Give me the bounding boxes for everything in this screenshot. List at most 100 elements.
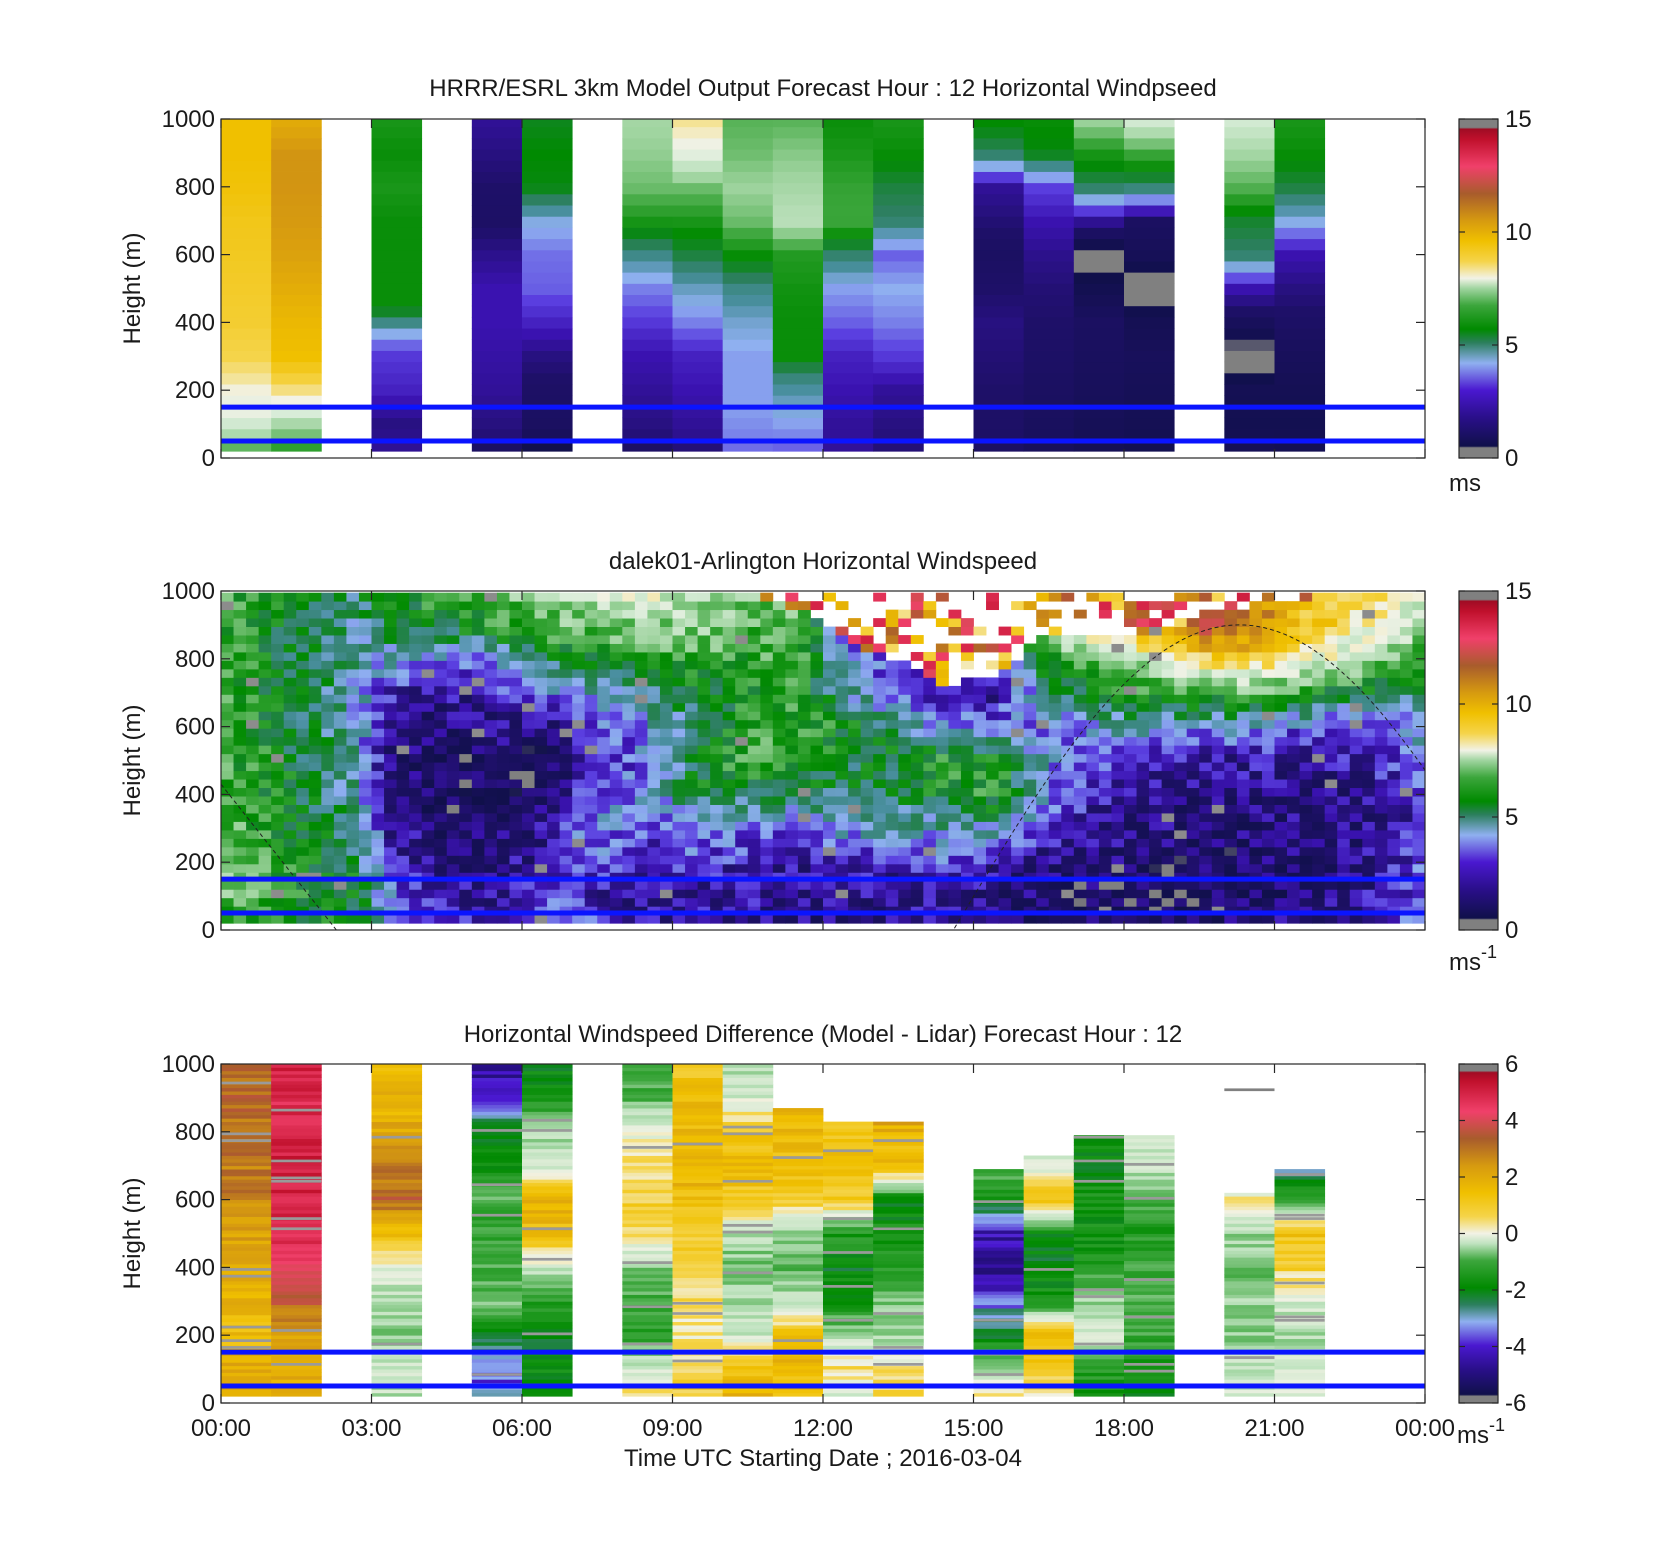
heatmap-cell (785, 609, 799, 619)
heatmap-cell (672, 609, 686, 619)
heatmap-cell (622, 249, 673, 262)
heatmap-cell (910, 813, 924, 822)
heatmap-cell (1324, 787, 1338, 797)
heatmap-cell (221, 440, 272, 452)
heatmap-cell (1149, 880, 1163, 890)
heatmap-cell (935, 846, 949, 856)
heatmap-cell (547, 635, 561, 644)
heatmap-cell (471, 1304, 523, 1309)
heatmap-cell (672, 428, 724, 441)
heatmap-cell (321, 668, 335, 678)
heatmap-cell (672, 1284, 724, 1289)
missing-flag (221, 1346, 272, 1349)
panel-title: HRRR/ESRL 3km Model Output Forecast Hour… (429, 75, 1216, 102)
heatmap-cell (1011, 719, 1025, 729)
heatmap-cell (221, 1250, 272, 1255)
heatmap-cell (1174, 685, 1188, 695)
heatmap-cell (547, 592, 561, 602)
heatmap-cell (1224, 372, 1275, 385)
heatmap-cell (1124, 137, 1175, 150)
heatmap-cell (271, 1080, 322, 1085)
heatmap-cell (471, 1145, 523, 1150)
heatmap-cell (823, 830, 836, 839)
heatmap-cell (459, 889, 473, 899)
heatmap-cell (1399, 601, 1413, 611)
heatmap-cell (1086, 728, 1100, 738)
heatmap-cell (785, 855, 799, 865)
heatmap-cell (246, 770, 260, 780)
heatmap-cell (1224, 182, 1275, 195)
heatmap-cell (885, 668, 899, 678)
heatmap-cell (597, 889, 611, 899)
heatmap-cell (1224, 762, 1238, 772)
heatmap-cell (221, 1389, 272, 1394)
heatmap-cell (409, 601, 423, 611)
heatmap-cell (634, 813, 648, 822)
heatmap-cell (1249, 635, 1263, 644)
heatmap-cell (1224, 694, 1238, 704)
heatmap-cell (333, 855, 347, 865)
heatmap-cell (1249, 855, 1263, 865)
heatmap-cell (1186, 618, 1200, 627)
heatmap-cell (221, 1247, 272, 1251)
heatmap-cell (885, 618, 899, 627)
heatmap-cell (609, 685, 623, 695)
heatmap-cell (1337, 702, 1351, 712)
heatmap-cell (1023, 193, 1075, 206)
heatmap-cell (559, 609, 573, 619)
heatmap-cell (396, 838, 410, 848)
heatmap-cell (672, 384, 724, 396)
heatmap-cell (471, 830, 485, 839)
heatmap-cell (622, 428, 673, 441)
heatmap-cell (873, 384, 924, 396)
heatmap-cell (1274, 728, 1288, 738)
heatmap-cell (1261, 643, 1275, 653)
heatmap-cell (534, 770, 548, 780)
heatmap-cell (459, 618, 473, 627)
heatmap-cell (221, 1169, 272, 1173)
heatmap-cell (221, 1135, 272, 1139)
heatmap-cell (810, 618, 824, 627)
heatmap-cell (321, 804, 335, 814)
missing-flag (471, 1373, 522, 1376)
heatmap-cell (296, 660, 310, 670)
heatmap-cell (522, 1335, 573, 1339)
heatmap-cell (1023, 702, 1037, 712)
heatmap-cell (1211, 779, 1225, 789)
heatmap-cell (271, 361, 322, 374)
heatmap-cell (1349, 635, 1363, 644)
heatmap-cell (1186, 796, 1200, 805)
heatmap-cell (1124, 846, 1137, 856)
heatmap-cell (522, 440, 573, 452)
heatmap-cell (1274, 428, 1326, 441)
heatmap-cell (1362, 685, 1376, 695)
heatmap-cell (1312, 694, 1326, 704)
heatmap-cell (471, 361, 523, 374)
heatmap-cell (1399, 830, 1413, 839)
heatmap-cell (1249, 880, 1263, 890)
heatmap-cell (1111, 601, 1125, 611)
heatmap-cell (685, 652, 698, 661)
heatmap-cell (509, 736, 523, 746)
heatmap-cell (797, 677, 811, 687)
heatmap-cell (434, 685, 448, 695)
heatmap-cell (471, 1321, 523, 1326)
heatmap-cell (622, 1291, 673, 1295)
heatmap-cell (471, 1135, 523, 1139)
heatmap-cell (1312, 745, 1326, 755)
heatmap-cell (522, 1135, 573, 1139)
heatmap-cell (1023, 160, 1075, 172)
heatmap-cell (672, 1314, 724, 1319)
heatmap-cell (760, 592, 774, 602)
heatmap-cell (434, 677, 448, 687)
heatmap-cell (221, 1148, 272, 1153)
heatmap-cell (271, 1375, 322, 1380)
heatmap-cell (258, 813, 272, 822)
heatmap-cell (948, 609, 962, 619)
heatmap-cell (672, 728, 686, 738)
heatmap-cell (1374, 753, 1388, 763)
heatmap-cell (860, 762, 874, 772)
heatmap-cell (396, 728, 410, 738)
heatmap-cell (622, 1233, 673, 1238)
heatmap-cell (685, 711, 698, 721)
